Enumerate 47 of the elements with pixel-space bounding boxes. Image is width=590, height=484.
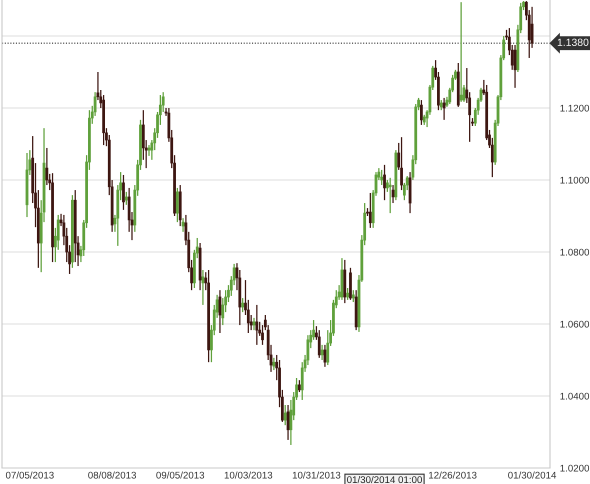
candlestick (218, 290, 222, 334)
candlestick (514, 44, 516, 88)
candlestick (286, 404, 290, 441)
y-tick-label: 1.1200 (560, 104, 590, 112)
candlestick (284, 404, 287, 426)
x-tick-label: 10/31/2013 (292, 471, 340, 479)
candlestick (252, 317, 256, 331)
candlestick (380, 169, 384, 186)
x-tick-label: 10/03/2013 (224, 471, 272, 479)
candlestick (440, 99, 443, 111)
candlestick (182, 218, 184, 232)
candlestick (392, 184, 394, 204)
y-tick-label: 1.1000 (560, 176, 590, 184)
candlestick (176, 187, 179, 223)
x-tick-label: 12/26/2013 (429, 471, 477, 479)
candlestick (383, 164, 386, 201)
candlestick (202, 269, 204, 306)
y-tick-label: 1.0800 (560, 248, 590, 256)
candlestick (460, 2, 463, 103)
candlestick (122, 174, 125, 211)
text: 01/30/2014 01:00 (347, 476, 422, 484)
candlestick (422, 114, 426, 126)
x-tick-label: 08/08/2013 (88, 471, 136, 479)
x-tick-label: 01/30/2014 (508, 471, 556, 479)
y-tick-label: 1.0200 (560, 464, 590, 472)
candlestick (45, 147, 48, 186)
x-tick-label: 07/05/2013 (6, 471, 54, 479)
candlestick (255, 304, 258, 346)
candlestick (368, 192, 372, 229)
candlestick (400, 136, 403, 191)
ref-line-label: 1.1380 (558, 38, 588, 46)
candlestick (388, 177, 392, 214)
candlestick (442, 97, 446, 121)
candlestick (352, 290, 355, 303)
x-tick-label: 09/05/2013 (156, 471, 204, 479)
candlestick (148, 144, 150, 157)
candlestick (124, 191, 128, 206)
candlestick (420, 99, 423, 126)
candlestick (272, 357, 276, 371)
candlestick (241, 297, 244, 313)
y-tick-label: 1.0400 (560, 392, 590, 400)
candlestick (324, 344, 326, 368)
candlestick (346, 287, 350, 301)
candlestick (320, 344, 324, 361)
candlestick (318, 329, 321, 358)
candlestick (298, 380, 301, 393)
y-tick-label: 1.0600 (560, 320, 590, 328)
